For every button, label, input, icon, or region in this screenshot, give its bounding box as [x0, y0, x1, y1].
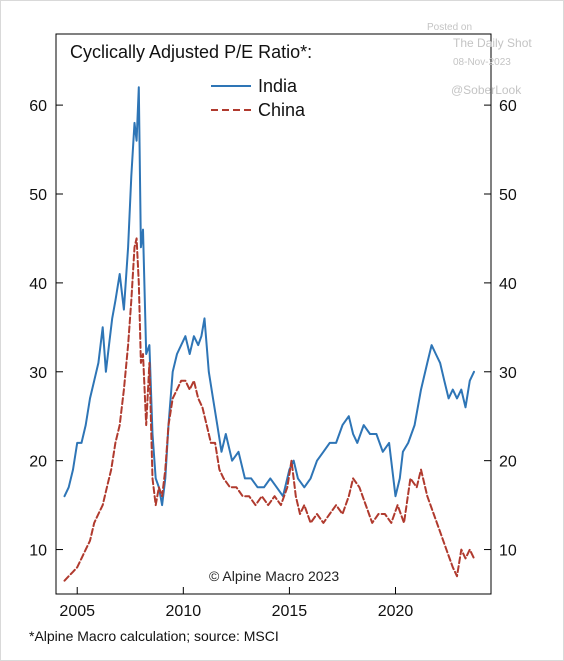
watermark-site: The Daily Shot — [453, 36, 532, 50]
y-axis-left: 10 20 30 40 50 60 — [29, 98, 63, 560]
x-tick-label: 2020 — [378, 603, 414, 620]
x-tick-label: 2005 — [59, 603, 95, 620]
series-line-india — [63, 86, 475, 507]
y-tick-label-left: 10 — [29, 543, 47, 560]
chart-footnote: *Alpine Macro calculation; source: MSCI — [29, 628, 279, 644]
x-axis: 2005 2010 2015 2020 — [59, 587, 413, 620]
x-tick-label: 2015 — [272, 603, 308, 620]
y-axis-right: 10 20 30 40 50 60 — [484, 98, 517, 560]
x-tick-label: 2010 — [166, 603, 202, 620]
y-tick-label-right: 30 — [499, 365, 517, 382]
y-tick-label-right: 60 — [499, 98, 517, 115]
y-tick-label-left: 40 — [29, 276, 47, 293]
legend-label-china: China — [258, 100, 306, 120]
y-tick-label-right: 50 — [499, 187, 517, 204]
y-tick-label-left: 60 — [29, 98, 47, 115]
watermark-handle: @SoberLook — [451, 83, 522, 97]
series-group — [63, 86, 475, 582]
watermark: Posted on The Daily Shot 08-Nov-2023 @So… — [427, 22, 532, 97]
y-tick-label-left: 50 — [29, 187, 47, 204]
chart-title: Cyclically Adjusted P/E Ratio*: — [70, 42, 312, 62]
y-tick-label-right: 20 — [499, 454, 517, 471]
y-tick-label-left: 30 — [29, 365, 47, 382]
series-line-china — [63, 237, 475, 582]
watermark-posted-on: Posted on — [427, 22, 472, 33]
y-tick-label-right: 10 — [499, 543, 517, 560]
legend-label-india: India — [258, 76, 298, 96]
y-tick-label-left: 20 — [29, 454, 47, 471]
plot-area — [55, 33, 492, 595]
legend: India China — [211, 76, 306, 120]
chart-credit: © Alpine Macro 2023 — [209, 568, 339, 584]
watermark-date: 08-Nov-2023 — [453, 57, 511, 68]
y-tick-label-right: 40 — [499, 276, 517, 293]
